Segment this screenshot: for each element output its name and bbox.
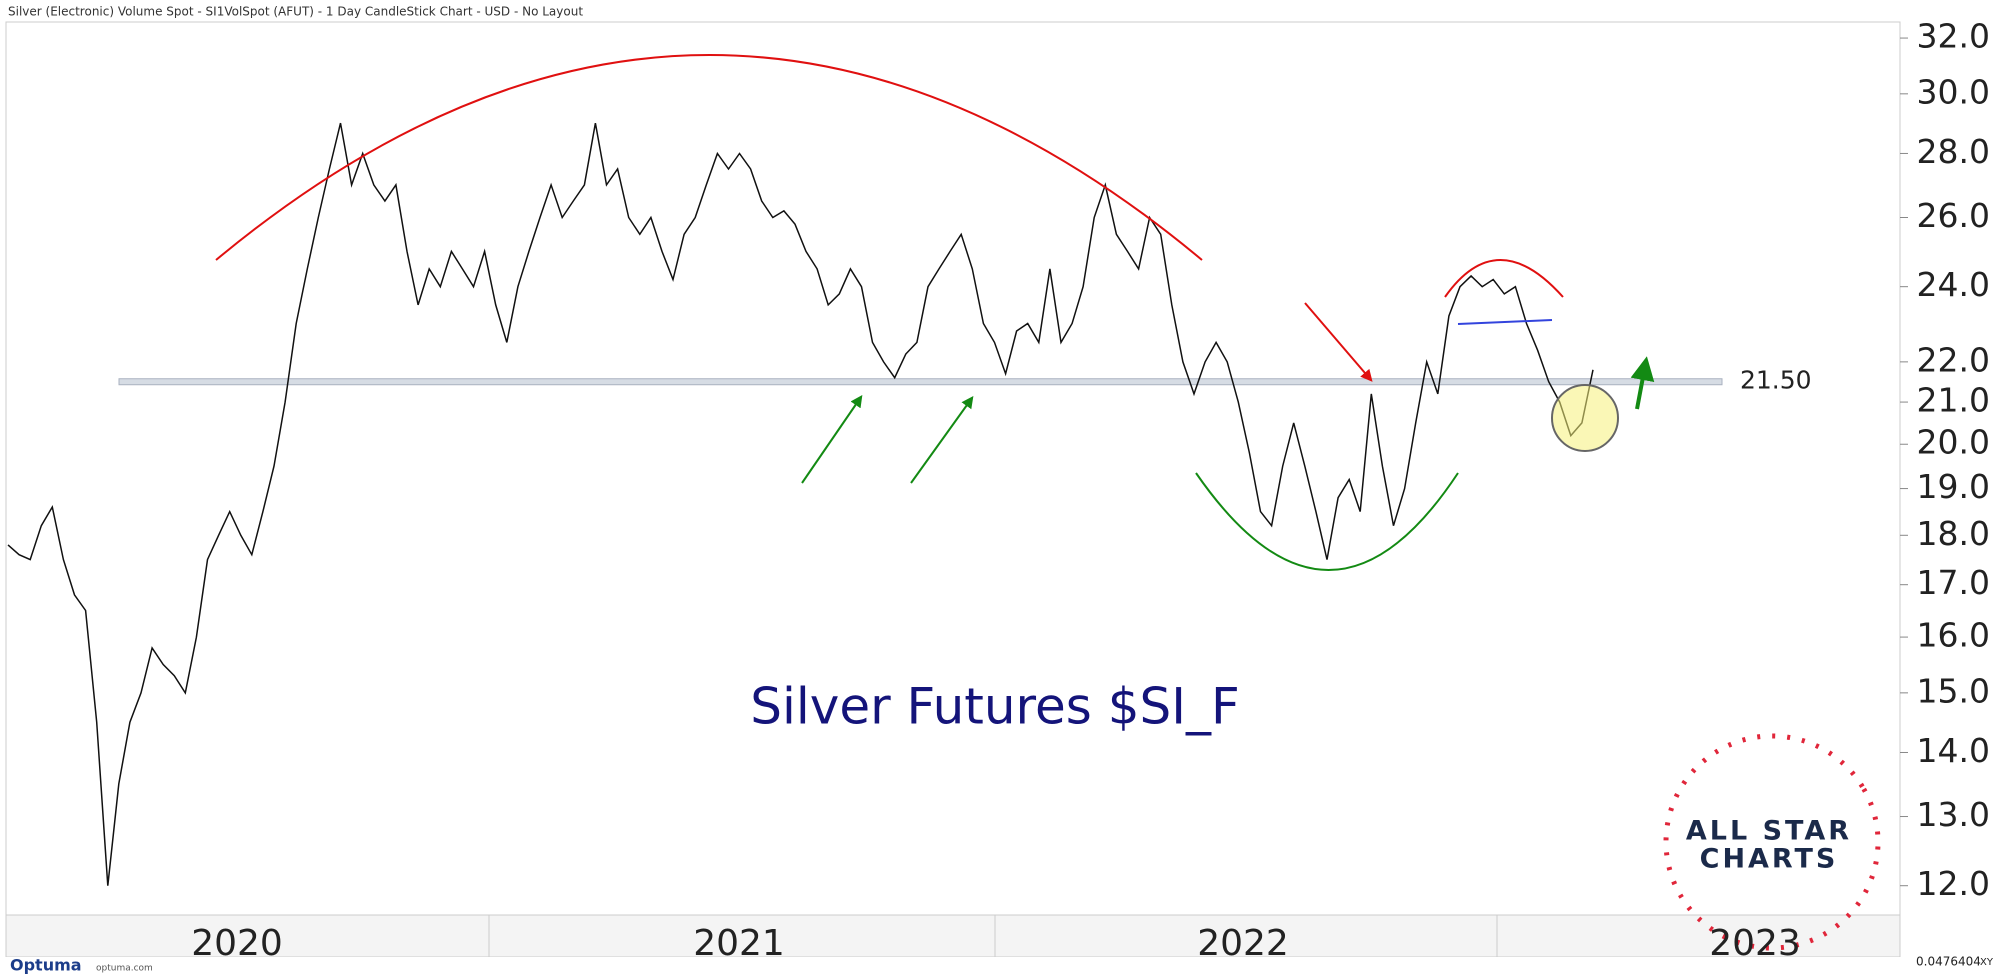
arc-bottom: [1195, 472, 1459, 571]
y-tick-label: 12.0: [1917, 864, 1990, 903]
y-tick-label: 21.0: [1917, 381, 1990, 420]
x-label: 2020: [191, 923, 283, 964]
y-tick-label: 17.0: [1917, 563, 1990, 602]
arrow: [1304, 302, 1373, 382]
brand: Optuma: [10, 956, 82, 975]
mode: XY: [1980, 957, 1994, 968]
x-label: 2021: [693, 923, 785, 964]
y-tick-label: 32.0: [1917, 17, 1990, 56]
logo-stars: [1627, 697, 1917, 979]
highlight: [1551, 384, 1619, 452]
plot-frame: [5, 21, 1901, 916]
y-tick-label: 30.0: [1917, 72, 1990, 111]
header-title: Silver (Electronic) Volume Spot - SI1Vol…: [8, 5, 583, 19]
y-tick-label: 20.0: [1917, 423, 1990, 462]
y-tick-label: 18.0: [1917, 514, 1990, 553]
level-label: 21.50: [1740, 366, 1812, 395]
y-tick-label: 14.0: [1917, 731, 1990, 770]
y-tick-label: 15.0: [1917, 671, 1990, 710]
plot: [7, 122, 1723, 886]
footer: [0, 957, 2006, 979]
x-label: 2023: [1709, 923, 1801, 964]
arrow: [910, 396, 974, 484]
x-label: 2022: [1197, 923, 1289, 964]
arrow: [1630, 356, 1655, 410]
neckline: [1457, 319, 1553, 325]
level-band: [118, 378, 1723, 386]
logo: CHARTS: [1700, 844, 1839, 875]
y-tick-label: 24.0: [1917, 265, 1990, 304]
readout: 0.0476404: [1916, 955, 1981, 969]
y-tick-label: 13.0: [1917, 795, 1990, 834]
arc-top: [215, 54, 1203, 261]
arc-small: [1444, 259, 1564, 298]
y-tick-label: 28.0: [1917, 132, 1990, 171]
watermark: Silver Futures $SI_F: [750, 678, 1240, 736]
y-tick-label: 26.0: [1917, 196, 1990, 235]
arrow: [801, 395, 863, 484]
time-axis: [5, 914, 1901, 958]
price-line: [7, 122, 1594, 886]
site: optuma.com: [96, 964, 153, 974]
y-tick-label: 16.0: [1917, 616, 1990, 655]
y-tick-label: 19.0: [1917, 467, 1990, 506]
y-tick-label: 22.0: [1917, 340, 1990, 379]
logo: ALL STAR: [1686, 816, 1852, 847]
